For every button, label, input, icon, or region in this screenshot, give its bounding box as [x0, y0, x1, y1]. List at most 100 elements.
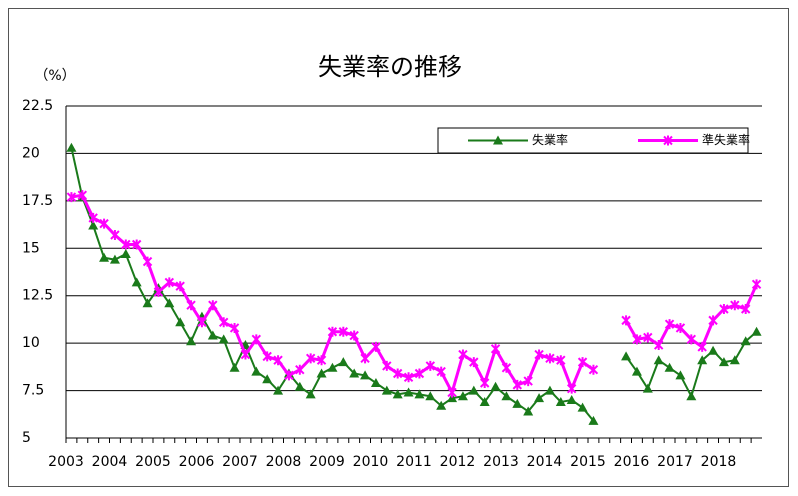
point [186, 336, 197, 346]
point [262, 374, 273, 384]
point [262, 351, 272, 362]
chart-title: 失業率の推移 [318, 53, 462, 81]
y-tick-label: 5 [22, 430, 31, 446]
point [718, 357, 729, 367]
legend-label: 失業率 [532, 132, 568, 147]
point [425, 360, 436, 371]
x-tick-label: 2018 [701, 454, 737, 470]
point [643, 332, 653, 343]
x-tick-label: 2012 [440, 454, 476, 470]
point [142, 256, 153, 267]
point [109, 254, 120, 264]
point [544, 385, 555, 395]
y-tick-label: 10 [22, 335, 40, 351]
point [664, 362, 675, 372]
x-tick-label: 2009 [309, 454, 345, 470]
point [284, 370, 294, 381]
point [175, 317, 186, 327]
x-tick-label: 2007 [222, 454, 258, 470]
point [338, 326, 349, 337]
point [392, 368, 403, 379]
point [490, 343, 501, 354]
point [131, 239, 142, 250]
point [316, 368, 327, 378]
point [88, 212, 98, 223]
x-tick-label: 2013 [483, 454, 519, 470]
point [751, 279, 762, 290]
point [501, 391, 512, 401]
point [740, 336, 751, 346]
point [642, 383, 653, 393]
point [338, 357, 349, 367]
y-tick-label: 17.5 [22, 193, 53, 209]
point [294, 381, 305, 391]
point [175, 281, 185, 292]
legend-marker [493, 135, 503, 145]
point [392, 389, 403, 399]
point [305, 353, 316, 364]
point [577, 357, 588, 368]
point [327, 362, 338, 372]
y-tick-label: 15 [22, 240, 40, 256]
x-tick-label: 2014 [527, 454, 563, 470]
point [588, 415, 599, 425]
point [631, 366, 642, 376]
point [316, 355, 327, 366]
point [382, 360, 392, 371]
point [436, 400, 447, 410]
point [186, 300, 196, 311]
point [577, 402, 588, 412]
point [121, 239, 131, 250]
point [457, 391, 468, 401]
point [370, 377, 381, 387]
point [305, 389, 316, 399]
point [697, 355, 708, 365]
point [686, 334, 697, 345]
point [207, 330, 218, 340]
point [403, 387, 414, 397]
point [77, 190, 88, 201]
point [142, 298, 153, 308]
x-tick-label: 2017 [657, 454, 693, 470]
point [131, 277, 142, 287]
point [566, 383, 577, 394]
point [327, 326, 338, 337]
point [740, 303, 751, 314]
point [110, 230, 120, 241]
point [425, 391, 436, 401]
point [447, 393, 458, 403]
point [251, 334, 262, 345]
point [381, 385, 392, 395]
point [534, 393, 545, 403]
point [708, 315, 718, 326]
point [240, 349, 251, 360]
point [675, 370, 686, 380]
point [197, 317, 207, 328]
point [730, 300, 740, 311]
point [99, 252, 110, 262]
point [653, 355, 664, 365]
point [360, 353, 370, 364]
point [523, 406, 534, 416]
point [545, 353, 555, 364]
point [675, 322, 686, 333]
point [414, 368, 425, 379]
point [208, 300, 218, 311]
point [218, 317, 229, 328]
point [99, 218, 109, 229]
point [719, 303, 729, 314]
point [490, 381, 501, 391]
point [447, 387, 457, 398]
point [523, 376, 533, 387]
point [534, 349, 544, 360]
x-tick-label: 2005 [135, 454, 171, 470]
point [360, 370, 371, 380]
y-tick-label: 20 [22, 145, 40, 161]
legend-marker [663, 135, 673, 146]
point [708, 345, 719, 355]
point [729, 355, 740, 365]
point [653, 340, 664, 351]
point [556, 355, 566, 366]
point [66, 192, 77, 203]
